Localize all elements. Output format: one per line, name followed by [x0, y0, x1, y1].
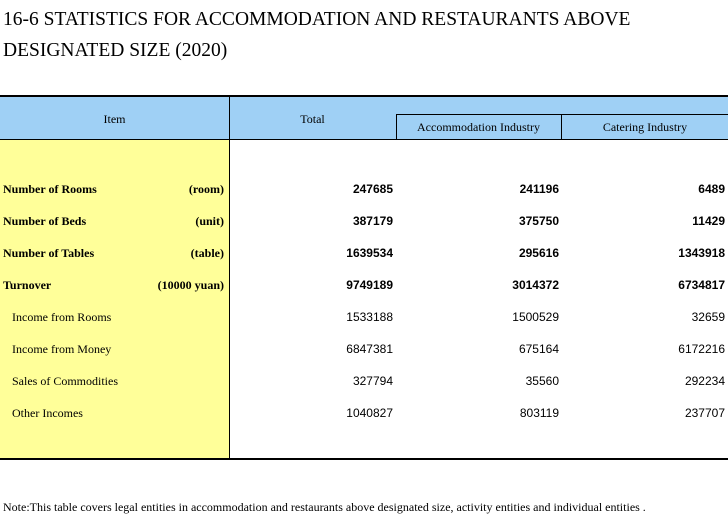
cell-catering: 32659: [691, 310, 725, 324]
table-top-rule: [0, 95, 728, 97]
row-label: Turnover: [3, 278, 52, 292]
row-unit: (unit): [195, 214, 224, 228]
row-label: Number of Rooms: [3, 182, 97, 196]
statistics-table: Item Total Accommodation Industry Cateri…: [0, 95, 728, 460]
table-row: Number of Rooms (room) 247685 241196 6489: [0, 181, 728, 213]
cell-total: 6847381: [346, 342, 393, 356]
cell-total: 1533188: [346, 310, 393, 324]
item-column-background: [0, 140, 229, 458]
table-row: Other Incomes 1040827 803119 237707: [0, 405, 728, 437]
cell-accommodation: 3014372: [512, 278, 559, 292]
table-row: Income from Money 6847381 675164 6172216: [0, 341, 728, 373]
header-catering: Catering Industry: [602, 120, 688, 134]
cell-catering: 6734817: [678, 278, 725, 292]
cell-total: 327794: [352, 374, 393, 388]
cell-total: 247685: [352, 182, 393, 196]
table-row: Turnover (10000 yuan) 9749189 3014372 673481…: [0, 277, 728, 309]
cell-catering: 292234: [684, 374, 725, 388]
cell-total: 387179: [352, 214, 393, 228]
cell-accommodation: 803119: [519, 406, 559, 420]
header-subdivider: [396, 114, 728, 115]
cell-accommodation: 241196: [519, 182, 559, 196]
cell-total: 9749189: [346, 278, 393, 292]
row-label: Income from Rooms: [12, 310, 112, 324]
cell-accommodation: 35560: [525, 374, 559, 388]
row-unit: (table): [190, 246, 224, 260]
row-label: Number of Beds: [3, 214, 87, 228]
header-total: Total: [300, 112, 325, 126]
header-divider-accom: [396, 114, 397, 139]
cell-catering: 1343918: [678, 246, 725, 260]
cell-catering: 6489: [698, 182, 725, 196]
table-row: Number of Beds (unit) 387179 375750 11429: [0, 213, 728, 245]
row-label: Other Incomes: [12, 406, 83, 420]
cell-catering: 11429: [692, 214, 725, 228]
table-header: Item Total Accommodation Industry Cateri…: [0, 97, 728, 139]
header-bottom-rule: [0, 139, 728, 140]
row-unit: (10000 yuan): [157, 278, 224, 292]
cell-accommodation: 675164: [518, 342, 559, 356]
table-row: Sales of Commodities 327794 35560 292234: [0, 373, 728, 405]
cell-accommodation: 295616: [518, 246, 559, 260]
table-row: Income from Rooms 1533188 1500529 32659: [0, 309, 728, 341]
title-line-2: DESIGNATED SIZE (2020): [3, 40, 228, 61]
table-note: Note:This table covers legal entities in…: [3, 500, 646, 514]
cell-total: 1639534: [346, 246, 393, 260]
cell-total: 1040827: [346, 406, 393, 420]
table-bottom-rule: [0, 458, 728, 460]
page-title: 16-6 STATISTICS FOR ACCOMMODATION AND RE…: [3, 4, 723, 66]
cell-accommodation: 375750: [518, 214, 559, 228]
header-divider-cater: [561, 114, 562, 139]
row-label: Number of Tables: [3, 246, 95, 260]
cell-catering: 237707: [684, 406, 725, 420]
header-accommodation: Accommodation Industry: [417, 120, 540, 134]
cell-accommodation: 1500529: [512, 310, 559, 324]
row-unit: (room): [188, 182, 224, 196]
header-item: Item: [103, 112, 126, 126]
title-line-1: 16-6 STATISTICS FOR ACCOMMODATION AND RE…: [3, 9, 631, 30]
item-column-divider: [229, 97, 230, 458]
cell-catering: 6172216: [678, 342, 725, 356]
table-row: Number of Tables (table) 1639534 295616 1343…: [0, 245, 728, 277]
row-label: Sales of Commodities: [12, 374, 118, 388]
row-label: Income from Money: [12, 342, 112, 356]
